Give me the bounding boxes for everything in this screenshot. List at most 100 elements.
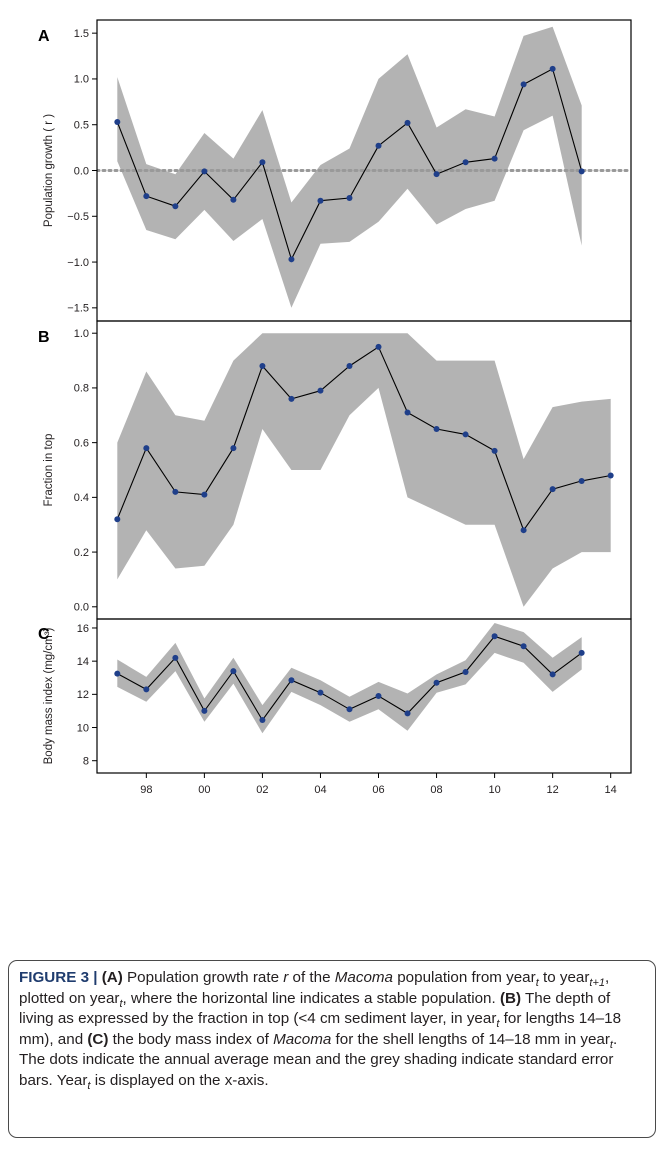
y-axis-label: Fraction in top: [43, 434, 55, 507]
data-point: [578, 168, 585, 175]
data-point: [317, 689, 324, 696]
x-tick-label: 02: [256, 784, 268, 796]
caption-fragment: , plotted on year: [19, 969, 610, 1007]
data-point: [404, 710, 411, 717]
y-tick-label: 16: [77, 623, 89, 635]
data-point: [201, 491, 208, 498]
data-point: [143, 445, 150, 452]
caption-fragment: for the shell lengths of 14–18 mm in yea…: [331, 1030, 610, 1048]
data-point: [288, 677, 295, 684]
y-tick-label: −1.5: [67, 303, 89, 315]
y-tick-label: −1.0: [67, 257, 89, 269]
data-point: [491, 633, 498, 640]
data-point: [578, 477, 585, 484]
y-tick-label: 1.0: [74, 74, 89, 86]
panel-b: 1.0 0.8 0.6 0.4 0.2 0.0 Fraction in top B: [38, 320, 632, 620]
data-point: [346, 194, 353, 201]
y-tick-label: 0.6: [74, 437, 89, 449]
caption-fragment: Population growth rate: [122, 969, 284, 986]
caption-fragment: (A): [101, 969, 123, 986]
data-point: [259, 717, 266, 724]
x-tick-label: 10: [488, 784, 500, 796]
data-point: [259, 363, 266, 370]
data-point: [143, 686, 150, 693]
caption-fragment: t: [609, 1038, 613, 1051]
plot-area: [114, 623, 585, 734]
y-tick-label: 0.0: [74, 165, 89, 177]
caption-text: FIGURE 3 | (A) Population growth rate r …: [19, 968, 645, 1091]
panel-letter: A: [38, 28, 50, 45]
caption-fragment: the body mass index of: [108, 1030, 274, 1048]
caption-fragment: The depth of living as expressed by the …: [19, 989, 611, 1028]
data-point: [549, 65, 556, 72]
data-point: [462, 159, 469, 166]
caption-label: FIGURE 3 |: [19, 969, 102, 986]
data-point: [172, 654, 179, 661]
figure-3: 1.5 1.0 0.5 0.0 −0.5 −1.0 −1.5 Population growt…: [38, 19, 632, 796]
data-point: [346, 363, 353, 370]
data-point: [317, 387, 324, 394]
x-tick-label: 00: [198, 784, 210, 796]
panel-frame: [96, 618, 632, 774]
figure-caption: FIGURE 3 | (A) Population growth rate r …: [8, 960, 656, 1138]
data-point: [230, 668, 237, 675]
data-point: [114, 670, 121, 677]
x-tick-label: 98: [140, 784, 152, 796]
caption-fragment: Macoma: [273, 1030, 332, 1048]
plot-area: [114, 333, 614, 607]
y-tick-label: 0.4: [74, 492, 89, 504]
data-point: [201, 707, 208, 714]
data-point: [520, 81, 527, 88]
se-band: [117, 333, 611, 607]
caption-fragment: , where the horizontal line indicates a …: [122, 989, 500, 1007]
y-tick-label: 14: [77, 656, 89, 668]
caption-fragment: for lengths 14–18 mm), and: [19, 1010, 622, 1048]
data-point: [259, 159, 266, 166]
caption-fragment: (B): [499, 989, 522, 1007]
data-point: [491, 447, 498, 454]
caption-fragment: population from year: [393, 969, 536, 986]
y-axis-label: Body mass index (mg/cm³): [43, 627, 55, 764]
data-point: [433, 679, 440, 686]
x-tick-label: 12: [547, 784, 559, 796]
data-point: [607, 472, 614, 479]
caption-fragment: Macoma: [334, 969, 394, 986]
caption-fragment: t: [496, 1018, 500, 1031]
panel-c: 16 14 12 10 8 Body mass index (mg/cm³)C 98 00 02…: [38, 618, 632, 796]
mean-line: [116, 346, 611, 532]
data-point: [288, 395, 295, 402]
data-point: [433, 425, 440, 432]
data-point: [288, 256, 295, 263]
caption-fragment: t: [87, 1079, 91, 1092]
data-point: [520, 527, 527, 534]
data-point: [114, 516, 121, 523]
y-tick-label: 8: [83, 756, 89, 768]
caption-fragment: t: [535, 977, 539, 990]
caption-fragment: is displayed on the x-axis.: [90, 1071, 269, 1089]
y-axis-label: Population growth ( r ): [43, 114, 55, 227]
data-point: [549, 486, 556, 493]
data-point: [462, 431, 469, 438]
data-point: [375, 142, 382, 149]
y-tick-label: 0.2: [74, 547, 89, 559]
data-point: [462, 668, 469, 675]
data-point: [375, 343, 382, 350]
data-point: [230, 196, 237, 203]
data-point: [172, 203, 179, 210]
caption-fragment: . The dots indicate the annual average m…: [19, 1030, 618, 1089]
y-tick-label: 1.0: [74, 328, 89, 340]
data-point: [346, 706, 353, 713]
se-band: [117, 26, 582, 308]
plot-area: [97, 26, 631, 308]
data-point: [433, 171, 440, 178]
caption-fragment: r: [283, 969, 289, 986]
y-tick-label: 0.8: [74, 383, 89, 395]
caption-fragment: t: [119, 997, 123, 1010]
y-tick-label: −0.5: [67, 211, 89, 223]
caption-fragment: (C): [87, 1030, 109, 1048]
y-tick-label: 0.0: [74, 602, 89, 614]
data-point: [520, 643, 527, 650]
y-tick-label: 0.5: [74, 120, 89, 132]
caption-fragment: of the: [288, 969, 335, 986]
panel-letter: B: [38, 329, 50, 346]
